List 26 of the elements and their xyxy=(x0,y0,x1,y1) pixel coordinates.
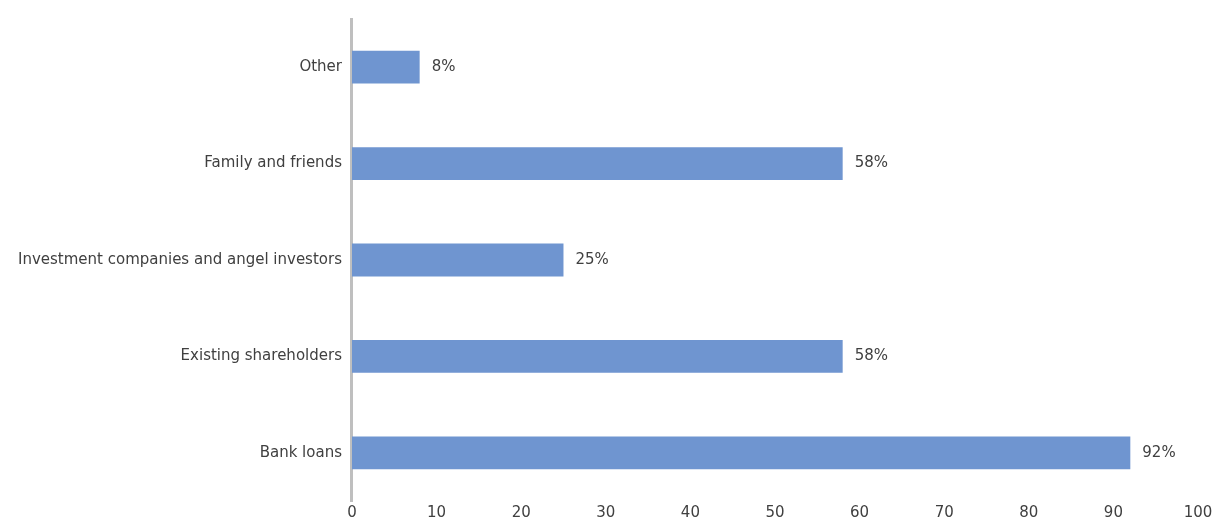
data-label: 58% xyxy=(854,153,889,172)
x-tick-label: 80 xyxy=(1019,502,1039,521)
x-tick-label: 40 xyxy=(680,502,700,521)
bar xyxy=(351,340,843,373)
x-tick-label: 0 xyxy=(347,502,357,521)
data-label: 92% xyxy=(1142,442,1176,461)
x-tick-label: 90 xyxy=(1103,502,1123,521)
bar xyxy=(351,147,843,180)
x-tick-label: 100 xyxy=(1183,502,1213,521)
bar xyxy=(351,50,420,84)
y-tick-label: Other xyxy=(299,57,343,76)
data-label: 8% xyxy=(431,57,456,76)
data-label: 25% xyxy=(575,249,609,268)
x-tick-label: 30 xyxy=(596,502,616,521)
y-tick-label: Investment companies and angel investors xyxy=(17,249,343,268)
bar xyxy=(351,436,1131,470)
bar xyxy=(351,243,564,277)
data-label: 58% xyxy=(854,346,889,365)
y-tick-label: Existing shareholders xyxy=(180,346,343,365)
y-tick-label: Bank loans xyxy=(259,442,343,461)
x-tick-label: 20 xyxy=(511,502,531,521)
x-tick-label: 10 xyxy=(427,502,447,521)
x-tick-label: 70 xyxy=(934,502,954,521)
x-tick-label: 60 xyxy=(850,502,870,521)
y-tick-label: Family and friends xyxy=(204,153,343,172)
x-tick-label: 50 xyxy=(765,502,785,521)
